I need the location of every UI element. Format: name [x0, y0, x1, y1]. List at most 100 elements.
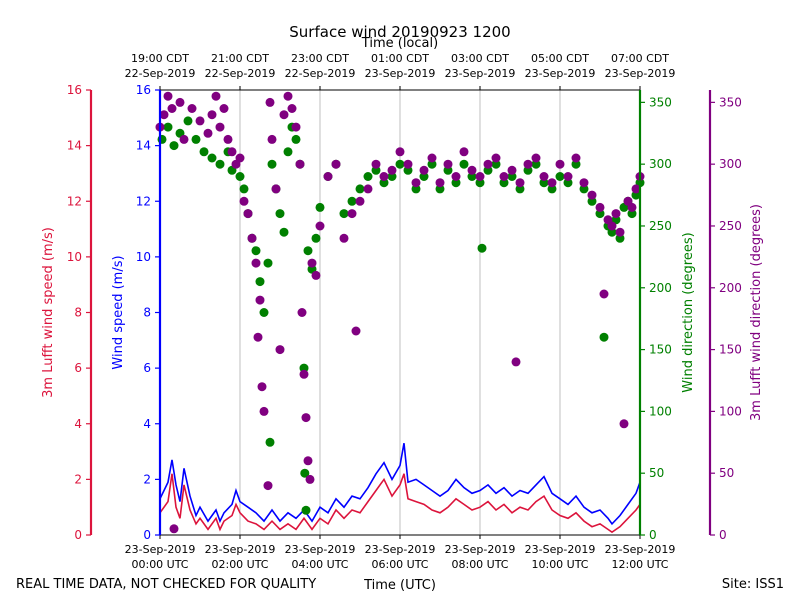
y-tick-label-wind-dir: 50 — [649, 466, 664, 480]
point-wind-dir — [169, 141, 179, 151]
y-axis-label-wind-dir: Wind direction (degrees) — [681, 232, 696, 392]
series-lufft-dir — [155, 91, 645, 534]
point-wind-dir — [411, 184, 421, 194]
x-tick-label-local-time: 23:00 CDT — [291, 52, 349, 65]
point-lufft-dir — [403, 159, 413, 169]
point-lufft-dir — [215, 122, 225, 132]
point-lufft-dir — [259, 406, 269, 416]
point-lufft-dir — [355, 196, 365, 206]
x-tick-label-local-date: 23-Sep-2019 — [525, 67, 596, 80]
point-wind-dir — [355, 184, 365, 194]
y-tick-label-wind-speed: 14 — [136, 139, 151, 153]
point-lufft-dir — [611, 209, 621, 219]
x-tick-label-date: 23-Sep-2019 — [285, 543, 356, 556]
point-wind-dir — [215, 159, 225, 169]
y-tick-label-lufft-speed: 4 — [74, 417, 82, 431]
point-lufft-dir — [587, 190, 597, 200]
y-tick-label-lufft-dir: 0 — [719, 528, 727, 542]
point-lufft-dir — [363, 184, 373, 194]
x-tick-label-local-date: 22-Sep-2019 — [285, 67, 356, 80]
y-tick-label-wind-dir: 0 — [649, 528, 657, 542]
x-tick-label-utc: 12:00 UTC — [611, 558, 668, 571]
point-lufft-dir — [311, 270, 321, 280]
point-wind-dir — [191, 134, 201, 144]
y-axis-wind-speed: 0 2 4 6 8 10 12 14 16 Wind speed (m/s) — [111, 83, 162, 542]
x-tick-label-local-date: 23-Sep-2019 — [445, 67, 516, 80]
point-wind-dir — [499, 178, 509, 188]
y-tick-label-lufft-speed: 6 — [74, 361, 82, 375]
point-wind-dir — [311, 233, 321, 243]
y-tick-label-lufft-dir: 50 — [719, 466, 734, 480]
point-lufft-dir — [451, 172, 461, 181]
point-lufft-dir — [295, 159, 305, 169]
x-tick-label-local-time: 01:00 CDT — [371, 52, 429, 65]
x-tick-label-local-time: 19:00 CDT — [131, 52, 189, 65]
point-wind-dir — [607, 227, 617, 237]
y-axis-lufft-dir: 0 50 100 150 200 250 300 350 3m Lufft wind direc… — [708, 90, 764, 542]
point-wind-dir — [435, 184, 445, 194]
point-wind-dir — [515, 184, 525, 194]
point-lufft-dir — [227, 147, 237, 157]
x-tick-label-local-time: 07:00 CDT — [611, 52, 669, 65]
point-wind-dir — [347, 196, 357, 206]
x-tick-label-local-time: 05:00 CDT — [531, 52, 589, 65]
top-axis-label: Time (local) — [361, 36, 438, 51]
point-wind-dir — [563, 178, 573, 188]
point-lufft-dir — [279, 110, 289, 120]
point-lufft-dir — [305, 474, 315, 484]
point-lufft-dir — [483, 159, 493, 169]
point-lufft-dir — [347, 209, 357, 219]
point-wind-dir — [235, 172, 245, 181]
y-tick-label-wind-speed: 10 — [136, 250, 151, 264]
point-wind-dir — [459, 159, 469, 169]
point-lufft-dir — [443, 159, 453, 169]
point-lufft-dir — [301, 413, 311, 423]
y-tick-label-wind-dir: 100 — [649, 404, 672, 418]
point-wind-dir — [291, 134, 301, 144]
point-wind-dir — [631, 190, 641, 200]
point-lufft-dir — [315, 221, 325, 231]
point-lufft-dir — [247, 233, 257, 243]
y-tick-label-wind-dir: 200 — [649, 281, 672, 295]
point-lufft-dir — [207, 110, 217, 120]
point-lufft-dir — [271, 184, 281, 194]
series-wind-speed — [159, 443, 641, 526]
point-lufft-dir — [263, 481, 273, 491]
point-wind-dir — [477, 243, 487, 253]
y-tick-label-wind-speed: 8 — [143, 306, 151, 320]
point-lufft-dir — [235, 153, 245, 163]
point-wind-dir — [507, 172, 517, 181]
point-lufft-dir — [303, 456, 313, 466]
point-wind-dir — [259, 308, 269, 317]
point-lufft-dir — [167, 104, 177, 113]
point-lufft-dir — [531, 153, 541, 163]
y-tick-label-wind-dir: 350 — [649, 95, 672, 109]
point-wind-dir — [301, 505, 311, 515]
point-wind-dir — [199, 147, 209, 157]
point-lufft-dir — [515, 178, 525, 188]
point-wind-dir — [539, 178, 549, 188]
point-lufft-dir — [379, 172, 389, 181]
point-lufft-dir — [607, 221, 617, 231]
point-lufft-dir — [297, 308, 307, 317]
point-lufft-dir — [243, 209, 253, 219]
point-lufft-dir — [467, 165, 477, 175]
point-wind-dir — [595, 209, 605, 219]
point-lufft-dir — [387, 165, 397, 175]
point-lufft-dir — [523, 159, 533, 169]
x-tick-label-local-date: 22-Sep-2019 — [125, 67, 196, 80]
y-tick-label-lufft-dir: 250 — [719, 219, 742, 233]
y-tick-label-lufft-speed: 2 — [74, 472, 82, 486]
point-lufft-dir — [323, 172, 333, 181]
point-wind-dir — [275, 209, 285, 219]
series-lufft-speed — [159, 473, 641, 534]
point-wind-dir — [157, 134, 167, 144]
y-tick-label-wind-speed: 16 — [136, 83, 151, 97]
point-wind-dir — [299, 363, 309, 373]
x-tick-label-date: 23-Sep-2019 — [205, 543, 276, 556]
y-tick-label-wind-dir: 250 — [649, 219, 672, 233]
series-layer — [155, 91, 645, 534]
point-lufft-dir — [265, 97, 275, 107]
point-wind-dir — [599, 332, 609, 342]
point-lufft-dir — [239, 196, 249, 206]
